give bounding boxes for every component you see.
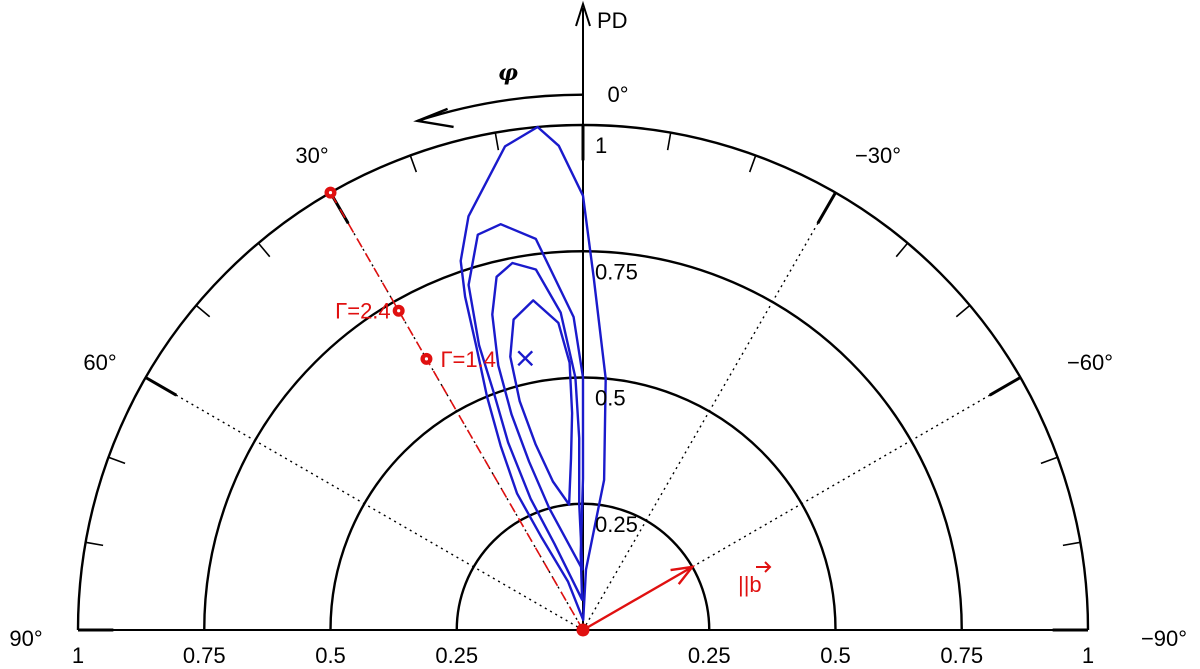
angle-tick--70 xyxy=(1040,456,1058,465)
radial-label-0.75: 0.75 xyxy=(595,259,638,284)
best-fit-marker xyxy=(517,350,534,367)
angle-tick--60 xyxy=(988,376,1022,397)
point-center-0 xyxy=(328,191,333,195)
bottom-label-right-3: 1 xyxy=(1082,643,1094,668)
bottom-label-left-3: 0.25 xyxy=(435,643,478,668)
angle-label--60: −60° xyxy=(1067,350,1113,375)
pd-axis-label: PD xyxy=(597,8,628,33)
angle-tick--20 xyxy=(748,155,757,173)
point-center-2 xyxy=(424,357,429,361)
angle-tick-10 xyxy=(494,132,500,151)
radial-label-1: 1 xyxy=(595,133,607,158)
angle-label-30: 30° xyxy=(295,143,328,168)
bottom-label-right-2: 0.75 xyxy=(940,643,983,668)
contour-outer xyxy=(459,125,607,622)
angle-tick--30 xyxy=(816,191,837,225)
angle-label--90: −90° xyxy=(1141,626,1187,651)
radial-label-0.5: 0.5 xyxy=(595,386,626,411)
angle-tick--50 xyxy=(955,304,971,318)
angle-tick-70 xyxy=(108,456,126,465)
b-arrow-shaft xyxy=(582,565,693,632)
point-center-1 xyxy=(397,309,401,313)
contour-inner xyxy=(509,299,574,506)
angle-tick--10 xyxy=(666,132,672,151)
point-label-2: Γ=1.4 xyxy=(440,347,496,372)
phi-label: φ xyxy=(498,60,518,86)
angle-line--30 xyxy=(582,192,837,631)
angle-tick--80 xyxy=(1062,541,1081,547)
angle-tick-80 xyxy=(85,541,104,547)
angle-line-30 xyxy=(329,192,584,631)
contours-layer xyxy=(459,125,607,622)
angle-label-90: 90° xyxy=(9,626,42,651)
angle-tick-60 xyxy=(144,376,178,397)
grid-layer xyxy=(76,0,1090,632)
angle-tick-40 xyxy=(257,242,271,258)
angle-line-60 xyxy=(145,376,584,631)
pd-axis-arrowhead xyxy=(575,0,591,27)
angle-tick-20 xyxy=(409,155,418,173)
bottom-label-right-0: 0.25 xyxy=(688,643,731,668)
angle-label-0: 0° xyxy=(607,82,628,107)
phi-arc xyxy=(417,93,584,123)
contour-2 xyxy=(467,223,585,601)
angle-label-60: 60° xyxy=(83,350,116,375)
angle-tick--40 xyxy=(895,242,909,258)
phi-arc-arrowhead xyxy=(413,107,454,129)
marks-layer xyxy=(324,186,696,637)
bottom-label-right-1: 0.5 xyxy=(820,643,851,668)
point-label-1: Γ=2.4 xyxy=(335,299,391,324)
b-vector-arrow-icon xyxy=(756,561,772,573)
angle-label--30: −30° xyxy=(855,143,901,168)
bottom-label-left-2: 0.5 xyxy=(315,643,346,668)
labels-layer: Γ=2.4 Γ=1.4 PD φ 0.25 0.5 0.75 1 1 0.75 0.5 0.25 0.2… xyxy=(9,8,1187,668)
contour-3 xyxy=(491,261,584,571)
bottom-label-left-1: 0.75 xyxy=(183,643,226,668)
b-arrow-label: ||b xyxy=(738,572,762,597)
angle-tick-50 xyxy=(195,304,211,318)
b-arrow-head xyxy=(670,565,696,585)
bottom-label-left-0: 1 xyxy=(72,643,84,668)
radial-label-0.25: 0.25 xyxy=(595,512,638,537)
